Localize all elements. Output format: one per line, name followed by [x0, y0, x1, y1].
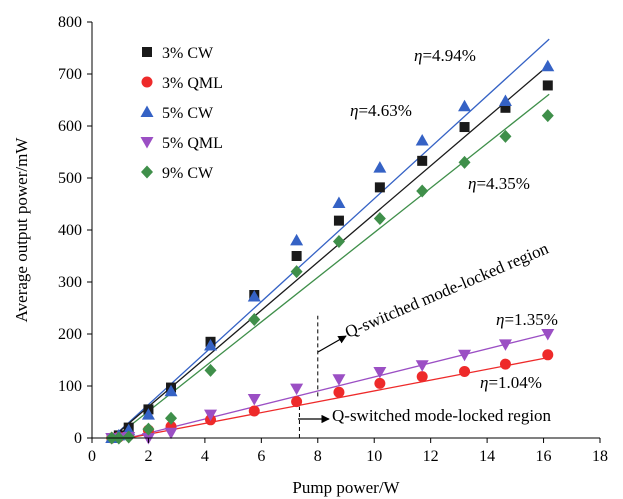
legend-marker: [142, 47, 152, 57]
region-upper-arrow: [318, 336, 346, 352]
y-tick-label: 700: [58, 66, 82, 83]
x-axis-label: Pump power/W: [292, 478, 400, 497]
x-tick-label: 18: [592, 448, 608, 465]
legend-marker: [142, 77, 153, 88]
x-tick-label: 16: [536, 448, 552, 465]
threshold-lines: [299, 316, 317, 438]
data-point: [334, 216, 344, 226]
data-point: [499, 95, 512, 107]
data-point: [459, 366, 470, 377]
data-point: [290, 234, 303, 246]
eta-annotation-435: η=4.35%: [468, 174, 530, 193]
data-point: [292, 251, 302, 261]
eta-annotation-135: η=1.35%: [496, 310, 558, 329]
legend-label: 3% CW: [162, 45, 214, 62]
eta-value: =1.35%: [504, 310, 558, 329]
x-tick-label: 10: [366, 448, 382, 465]
data-point: [458, 100, 471, 112]
x-tick-label: 8: [314, 448, 322, 465]
legend-label: 9% CW: [162, 165, 214, 182]
data-point: [373, 161, 386, 173]
x-tick-label: 6: [257, 448, 265, 465]
legend: 3% CW 3% QML 5% CW 5% QML 9% CW: [141, 45, 223, 182]
data-point: [541, 60, 554, 71]
eta-value: =4.35%: [476, 174, 530, 193]
axis-ticks: 0 2 4 6 8 10 12 14 16 18 0 100 200 300 400 500 600 700 800: [58, 14, 608, 465]
x-tick-label: 0: [88, 448, 96, 465]
data-point: [332, 196, 345, 208]
data-point: [416, 185, 428, 198]
legend-label: 5% QML: [162, 135, 223, 152]
x-tick-label: 12: [423, 448, 439, 465]
legend-label: 5% CW: [162, 105, 214, 122]
eta-symbol: η: [414, 46, 422, 65]
data-point: [248, 394, 261, 406]
y-tick-label: 600: [58, 118, 82, 135]
eta-value: =1.04%: [488, 373, 542, 392]
data-point: [374, 378, 385, 389]
y-tick-label: 500: [58, 170, 82, 187]
data-point: [375, 182, 385, 192]
data-point: [249, 405, 260, 416]
legend-marker: [141, 166, 153, 179]
legend-marker: [141, 137, 154, 149]
y-tick-label: 0: [74, 430, 82, 447]
data-point: [417, 371, 428, 382]
eta-value: =4.94%: [422, 46, 476, 65]
y-tick-label: 800: [58, 14, 82, 31]
data-point: [417, 156, 427, 166]
y-tick-label: 300: [58, 274, 82, 291]
y-axis-label: Average output power/mW: [12, 137, 31, 323]
data-point: [165, 412, 177, 425]
legend-marker: [141, 106, 154, 118]
data-point: [333, 235, 345, 248]
data-point: [460, 122, 470, 132]
y-tick-label: 400: [58, 222, 82, 239]
data-point: [542, 109, 554, 122]
eta-symbol: η: [480, 373, 488, 392]
eta-symbol: η: [468, 174, 476, 193]
data-point: [290, 384, 303, 396]
eta-annotation-494: η=4.94%: [414, 46, 476, 65]
eta-symbol: η: [350, 101, 358, 120]
x-tick-label: 2: [144, 448, 152, 465]
x-tick-label: 14: [479, 448, 495, 465]
eta-annotation-104: η=1.04%: [480, 373, 542, 392]
eta-value: =4.63%: [358, 101, 412, 120]
y-tick-label: 100: [58, 378, 82, 395]
eta-symbol: η: [496, 310, 504, 329]
data-point: [543, 80, 553, 90]
eta-annotation-463: η=4.63%: [350, 101, 412, 120]
y-tick-label: 200: [58, 326, 82, 343]
data-point: [542, 349, 553, 360]
x-tick-label: 4: [201, 448, 209, 465]
data-point: [333, 387, 344, 398]
region-lower-label: Q-switched mode-locked region: [332, 406, 552, 425]
data-point: [374, 212, 386, 225]
legend-label: 3% QML: [162, 75, 223, 92]
data-point: [416, 134, 429, 146]
data-point: [500, 359, 511, 370]
data-point: [291, 396, 302, 407]
